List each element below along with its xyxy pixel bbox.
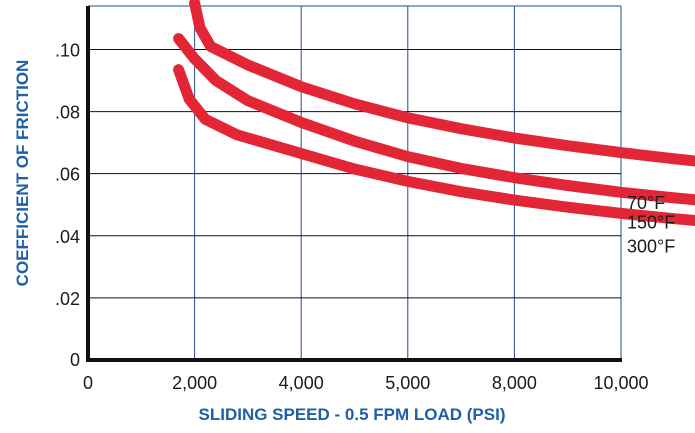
x-tick-label: 5,000: [385, 373, 430, 393]
y-tick-label: .04: [55, 227, 80, 247]
y-tick-label: .08: [55, 103, 80, 123]
axes: [86, 6, 622, 362]
series-label: 70°F: [627, 193, 665, 213]
series-lines: [173, 0, 695, 227]
y-tick-label: 0: [70, 350, 80, 370]
y-tick-label: .02: [55, 289, 80, 309]
series-label: 150°F: [627, 213, 675, 233]
series-line: [189, 0, 695, 167]
x-tick-label: 0: [83, 373, 93, 393]
x-tick-label: 2,000: [172, 373, 217, 393]
y-axis-title: COEFFICIENT OF FRICTION: [13, 60, 32, 287]
x-tick-label: 8,000: [492, 373, 537, 393]
series-line: [173, 64, 695, 227]
grid: [88, 5, 622, 360]
x-tick-label: 10,000: [593, 373, 648, 393]
x-axis-title: SLIDING SPEED - 0.5 FPM LOAD (PSI): [199, 405, 506, 424]
y-tick-label: .06: [55, 165, 80, 185]
y-tick-label: .10: [55, 41, 80, 61]
series-line: [173, 33, 695, 206]
series-label: 300°F: [627, 236, 675, 256]
x-tick-label: 4,000: [279, 373, 324, 393]
